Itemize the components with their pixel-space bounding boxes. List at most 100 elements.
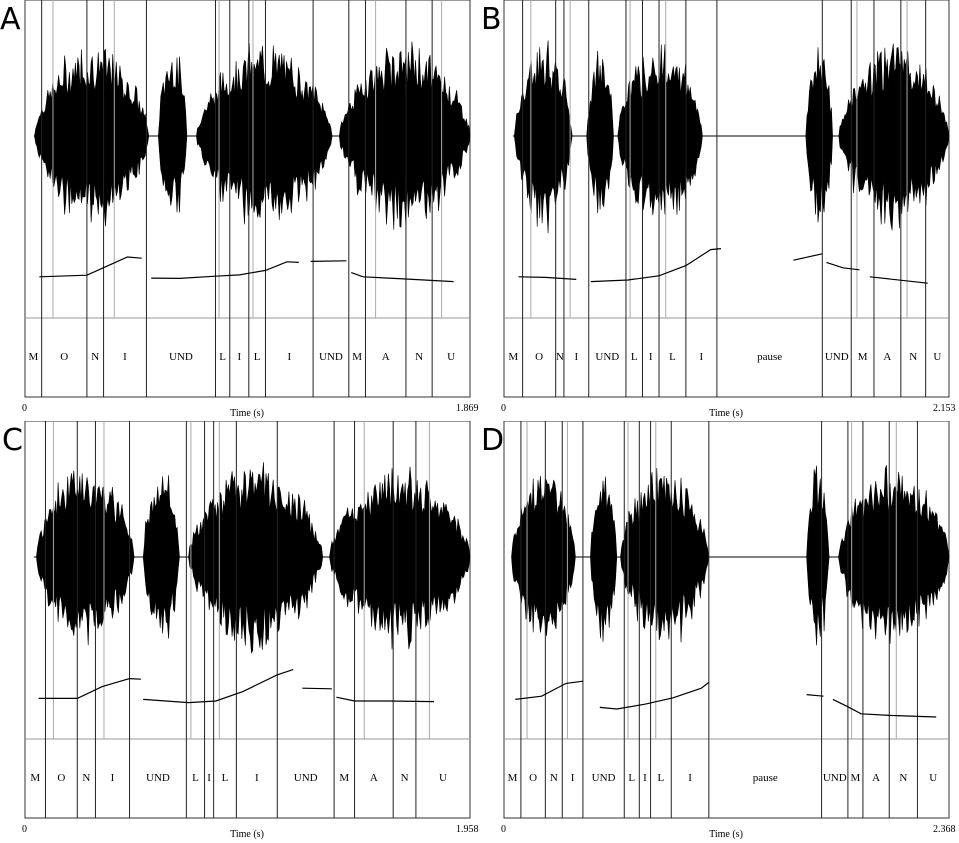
segment-label: U xyxy=(447,351,455,363)
waveform-layer xyxy=(33,462,471,654)
waveform-layer xyxy=(512,40,950,234)
waveform-chunk xyxy=(338,41,471,230)
pitch-contour xyxy=(515,680,583,700)
segment-label-layer: M O N I UND L I L I UND M A N U xyxy=(28,351,455,363)
waveform-chunk xyxy=(838,465,950,644)
waveform-chunk xyxy=(34,48,150,227)
segment-label: M xyxy=(851,772,861,784)
plot-frame xyxy=(24,0,471,398)
segment-label: L xyxy=(192,772,199,784)
pitch-contour xyxy=(38,677,141,699)
x-axis-title: Time (s) xyxy=(230,829,264,840)
pitch-contour xyxy=(151,261,299,280)
segment-label: I xyxy=(237,351,241,363)
segment-label: M xyxy=(28,351,38,363)
plot-frame xyxy=(503,0,950,398)
tick-label-start: 0 xyxy=(501,824,506,835)
waveform-chunk xyxy=(329,466,471,650)
segment-label: I xyxy=(287,351,291,363)
waveform-chunk xyxy=(838,43,950,231)
plot-frame xyxy=(503,421,950,819)
segment-label: N xyxy=(91,351,99,363)
panel-a: M O N I UND L I L I UND M A N U A 0 1.869 Time (s) xyxy=(0,0,480,421)
waveform-chunk xyxy=(142,475,180,639)
waveform-chunk xyxy=(806,465,830,646)
pitch-contour xyxy=(336,696,435,703)
pitch-layer xyxy=(39,256,454,283)
tick-label-start: 0 xyxy=(501,403,506,414)
segment-label: UND xyxy=(595,351,619,363)
segment-label: M xyxy=(30,772,40,784)
tick-label-start: 0 xyxy=(22,403,27,414)
panel-letter: A xyxy=(0,2,21,37)
waveform-chart-a: M O N I UND L I L I UND M A N U A 0 1.869 Time (s) xyxy=(0,0,479,419)
waveform-chunk xyxy=(188,462,324,654)
segment-label: I xyxy=(649,351,653,363)
waveform-chunk xyxy=(617,44,703,216)
segment-label: UND xyxy=(592,772,616,784)
boundary-layer xyxy=(41,0,443,397)
segment-label: A xyxy=(883,351,891,363)
segment-label: N xyxy=(415,351,423,363)
plot-frame xyxy=(24,421,471,819)
pitch-layer xyxy=(515,680,937,718)
segment-label: I xyxy=(700,351,704,363)
segment-label: U xyxy=(929,772,937,784)
segment-label: I xyxy=(643,772,647,784)
segment-label: M xyxy=(339,772,349,784)
segment-label: UND xyxy=(319,351,343,363)
waveform-chunk xyxy=(586,50,614,214)
segment-label: I xyxy=(255,772,259,784)
pitch-contour xyxy=(143,669,294,704)
segment-label: N xyxy=(401,772,409,784)
segment-label: pause xyxy=(753,772,778,784)
waveform-chunk xyxy=(36,470,135,646)
segment-label: N xyxy=(556,351,564,363)
segment-label: UND xyxy=(146,772,170,784)
segment-label: O xyxy=(60,351,68,363)
segment-label: N xyxy=(909,351,917,363)
tick-label-end: 2.368 xyxy=(933,824,956,835)
segment-label: I xyxy=(207,772,211,784)
panel-c: M O N I UND L I L I UND M A N U C 0 1.958 Time (s) xyxy=(0,421,480,842)
segment-label: L xyxy=(628,772,635,784)
boundary-layer xyxy=(522,0,927,397)
waveform-chunk xyxy=(590,476,618,642)
waveform-layer xyxy=(33,41,471,230)
pitch-contour xyxy=(590,248,722,283)
segment-label: A xyxy=(370,772,378,784)
segment-label: A xyxy=(872,772,880,784)
pitch-contour xyxy=(599,681,710,710)
x-axis-title: Time (s) xyxy=(709,829,743,840)
waveform-chunk xyxy=(196,43,333,225)
waveform-chunk xyxy=(513,40,573,234)
boundary-layer xyxy=(520,421,918,818)
pitch-layer xyxy=(518,248,928,284)
segment-label: N xyxy=(550,772,558,784)
segment-label: L xyxy=(254,351,261,363)
pitch-contour xyxy=(832,698,937,718)
segment-label: M xyxy=(352,351,362,363)
segment-label: UND xyxy=(294,772,318,784)
segment-label: pause xyxy=(757,351,782,363)
tick-label-end: 2.153 xyxy=(933,403,956,414)
panel-letter: C xyxy=(2,423,23,458)
pitch-contour xyxy=(518,276,577,280)
tick-label-start: 0 xyxy=(22,824,27,835)
segment-label: L xyxy=(222,772,229,784)
segment-label: O xyxy=(529,772,537,784)
pitch-contour xyxy=(793,253,823,261)
pitch-contour xyxy=(806,694,824,697)
pitch-contour xyxy=(869,276,928,284)
segment-label-layer: M O N I UND L I L I UND M A N U xyxy=(30,772,447,784)
segment-label: L xyxy=(219,351,226,363)
segment-label: L xyxy=(669,351,676,363)
waveform-chunk xyxy=(620,467,710,643)
waveform-chunk xyxy=(805,47,833,223)
segment-label: N xyxy=(82,772,90,784)
